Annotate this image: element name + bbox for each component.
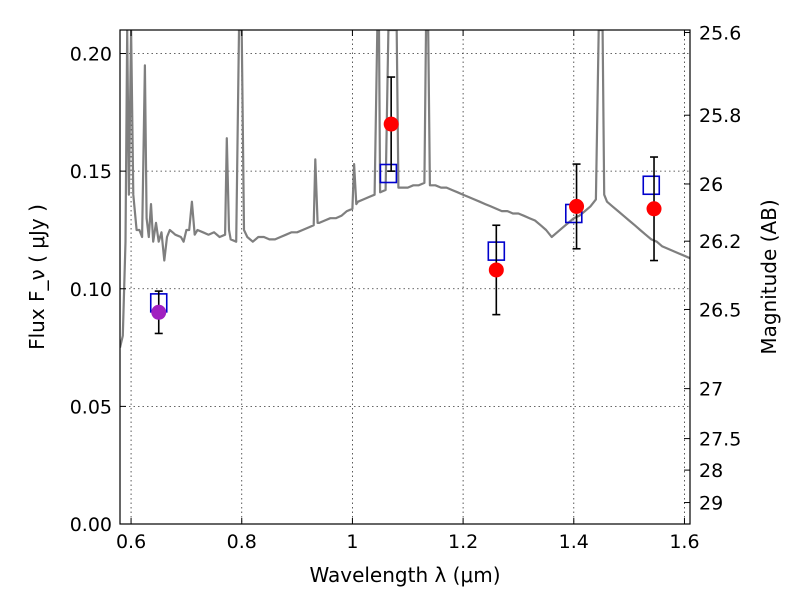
right-tick-label: 26.2 <box>699 231 741 253</box>
x-tick-label: 1.6 <box>669 531 699 553</box>
y-tick-label: 0.00 <box>70 514 112 536</box>
observed-point <box>383 116 399 132</box>
right-tick-label: 27 <box>699 379 723 401</box>
x-axis-label: Wavelength λ (μm) <box>309 563 500 587</box>
y-tick-label: 0.20 <box>70 44 112 66</box>
right-tick-label: 25.6 <box>699 23 741 45</box>
observed-point <box>646 201 662 217</box>
x-tick-label: 1.2 <box>448 531 478 553</box>
y-tick-label: 0.10 <box>70 279 112 301</box>
right-tick-label: 26.5 <box>699 299 741 321</box>
model-square <box>642 175 661 196</box>
observed-point <box>151 304 167 320</box>
x-tick-label: 1.4 <box>559 531 589 553</box>
right-tick-label: 26 <box>699 174 723 196</box>
x-tick-label: 1 <box>346 531 358 553</box>
y-tick-label: 0.05 <box>70 396 112 418</box>
right-axis-label: Magnitude (AB) <box>757 199 781 354</box>
right-tick-label: 25.8 <box>699 105 741 127</box>
model-square <box>379 163 398 184</box>
y-axis-label: Flux F_ν ( μJy ) <box>25 204 49 350</box>
plot-frame <box>119 29 691 525</box>
axes: 0.6 0.8 1 1.2 1.4 1.6 0.00 0.05 0.10 0.15 0.20 25.6… <box>70 23 742 553</box>
right-tick-label: 27.5 <box>699 429 741 451</box>
observed-point <box>488 262 504 278</box>
y-tick-label: 0.15 <box>70 161 112 183</box>
plot-area <box>120 30 690 348</box>
x-tick-label: 0.6 <box>116 531 146 553</box>
right-tick-label: 29 <box>699 493 723 515</box>
observed-point <box>569 198 585 214</box>
spectrum-line <box>120 30 690 348</box>
right-tick-label: 28 <box>699 460 723 482</box>
x-tick-label: 0.8 <box>227 531 257 553</box>
